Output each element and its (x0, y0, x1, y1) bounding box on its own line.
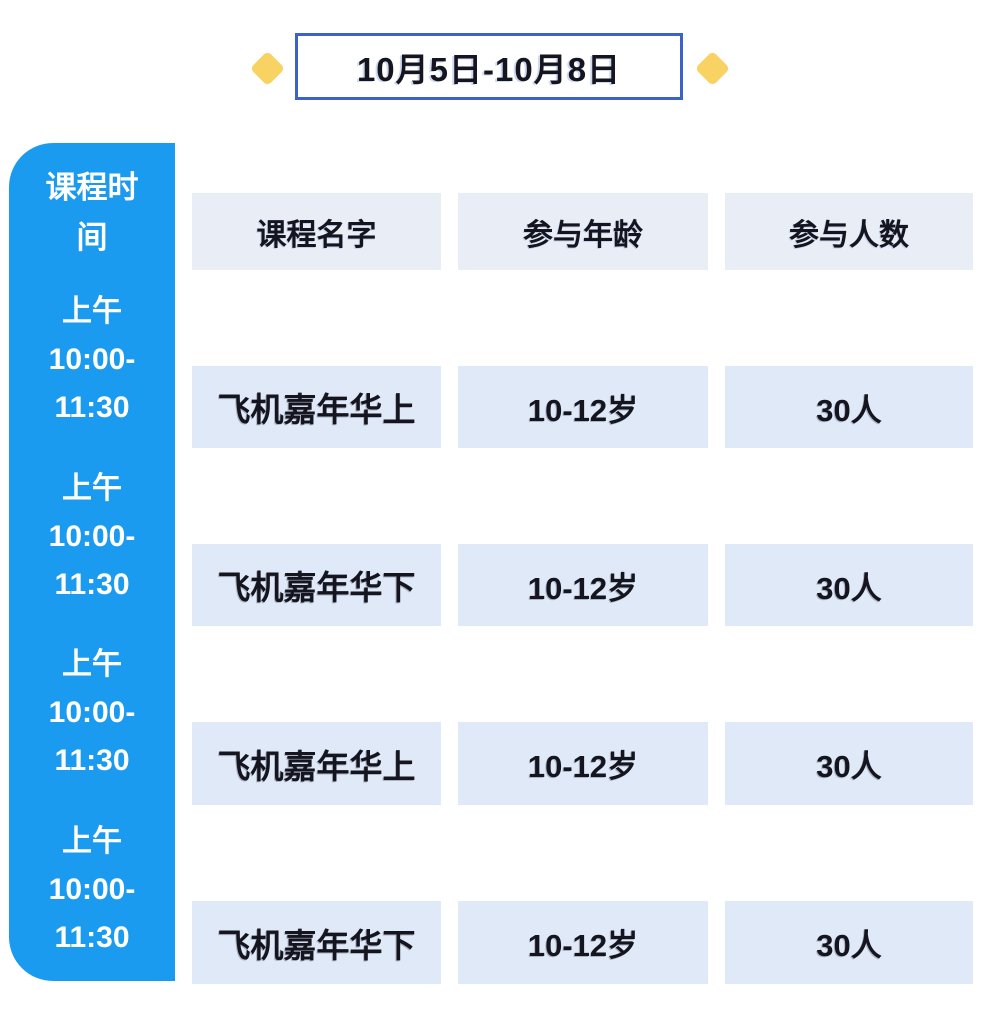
schedule-table: 课程名字 参与年龄 参与人数 飞机嘉年华上 10-12岁 30人 飞机嘉年华下 … (192, 193, 973, 984)
course-name-cell: 飞机嘉年华下 (192, 544, 441, 626)
time-slot: 上午 10:00- 11:30 (9, 641, 175, 785)
time-slot-period: 上午 (62, 295, 122, 328)
time-slot: 上午 10:00- 11:30 (9, 818, 175, 962)
time-slot-start: 10:00- (48, 873, 136, 906)
age-cell: 10-12岁 (458, 544, 708, 626)
time-slot: 上午 10:00- 11:30 (9, 288, 175, 432)
time-slot-period: 上午 (62, 825, 122, 858)
diamond-icon (694, 50, 731, 87)
time-slot-end: 11:30 (54, 391, 130, 424)
time-slot: 上午 10:00- 11:30 (9, 465, 175, 609)
time-slot-period: 上午 (62, 648, 122, 681)
time-slot-period: 上午 (62, 472, 122, 505)
time-slot-end: 11:30 (54, 921, 130, 954)
course-name-cell: 飞机嘉年华上 (192, 366, 441, 448)
age-cell: 10-12岁 (458, 722, 708, 805)
capacity-cell: 30人 (725, 901, 973, 984)
course-name-cell: 飞机嘉年华下 (192, 901, 441, 984)
sidebar-header-course-time: 课程时间 (45, 170, 139, 255)
capacity-cell: 30人 (725, 544, 973, 626)
time-slot-end: 11:30 (54, 568, 130, 601)
column-header-age: 参与年龄 (458, 193, 708, 270)
diamond-icon (249, 50, 286, 87)
column-header-capacity: 参与人数 (725, 193, 973, 270)
time-slot-start: 10:00- (48, 343, 136, 376)
course-name-cell: 飞机嘉年华上 (192, 722, 441, 805)
time-slot-start: 10:00- (48, 520, 136, 553)
capacity-cell: 30人 (725, 366, 973, 448)
age-cell: 10-12岁 (458, 901, 708, 984)
course-time-sidebar: 课程时间 上午 10:00- 11:30 上午 10:00- 11:30 上午 … (9, 143, 175, 981)
capacity-cell: 30人 (725, 722, 973, 805)
date-range-text: 10月5日-10月8日 (356, 50, 622, 88)
date-range-banner: 10月5日-10月8日 (295, 33, 683, 100)
column-header-course-name: 课程名字 (192, 193, 441, 270)
time-slot-start: 10:00- (48, 696, 136, 729)
age-cell: 10-12岁 (458, 366, 708, 448)
time-slot-end: 11:30 (54, 744, 130, 777)
